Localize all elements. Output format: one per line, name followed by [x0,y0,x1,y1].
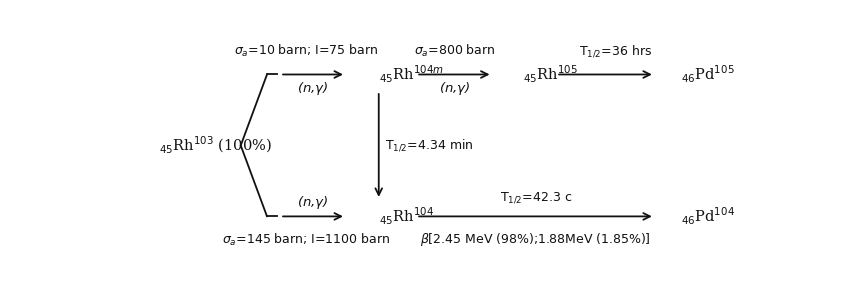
Text: $_{45}$Rh$^{103}$ (100%): $_{45}$Rh$^{103}$ (100%) [159,135,271,156]
Text: $_{46}$Pd$^{105}$: $_{46}$Pd$^{105}$ [681,64,734,85]
Text: T$_{1/2}$=4.34 min: T$_{1/2}$=4.34 min [385,138,474,153]
Text: T$_{1/2}$=36 hrs: T$_{1/2}$=36 hrs [578,43,652,59]
Text: $\sigma_a$=145 barn; I=1100 barn: $\sigma_a$=145 barn; I=1100 barn [222,232,391,248]
Text: (n,$\gamma$): (n,$\gamma$) [438,80,470,97]
Text: $_{46}$Pd$^{104}$: $_{46}$Pd$^{104}$ [681,206,735,227]
Text: $_{45}$Rh$^{104}$: $_{45}$Rh$^{104}$ [379,206,434,227]
Text: (n,$\gamma$): (n,$\gamma$) [298,80,329,97]
Text: $\beta$[2.45 MeV (98%);1.88MeV (1.85%)]: $\beta$[2.45 MeV (98%);1.88MeV (1.85%)] [421,231,651,248]
Text: T$_{1/2}$=42.3 c: T$_{1/2}$=42.3 c [499,190,572,205]
Text: $\sigma_a$=800 barn: $\sigma_a$=800 barn [414,43,495,59]
Text: $\sigma_a$=10 barn; I=75 barn: $\sigma_a$=10 barn; I=75 barn [234,43,379,59]
Text: (n,$\gamma$): (n,$\gamma$) [298,194,329,211]
Text: $_{45}$Rh$^{105}$: $_{45}$Rh$^{105}$ [523,64,578,85]
Text: $_{45}$Rh$^{104m}$: $_{45}$Rh$^{104m}$ [379,64,444,85]
